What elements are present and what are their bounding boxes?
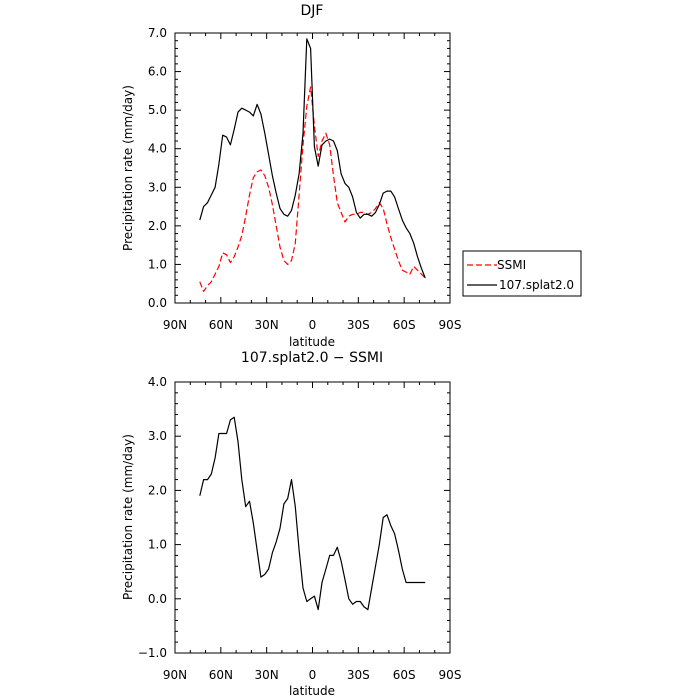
x-tick-label: 30S [347, 668, 370, 682]
series-lines [199, 38, 426, 292]
y-tick-label: 4.0 [148, 142, 167, 156]
y-axis-label: Precipitation rate (mm/day) [121, 434, 135, 600]
plot-frame [174, 381, 451, 654]
chart-title: 107.splat2.0 − SSMI [241, 350, 383, 366]
x-ticks: 90N 60N 30N 0 30S 60S 90S [163, 33, 462, 332]
series-line-ssmi [199, 86, 426, 292]
x-tick-label: 90N [163, 318, 187, 332]
plot-frame [174, 32, 451, 304]
y-tick-label: −1.0 [138, 646, 167, 660]
x-tick-label: 60N [209, 668, 233, 682]
x-tick-label: 90S [439, 668, 462, 682]
y-tick-label: 2.0 [148, 483, 167, 497]
x-tick-label: 60N [209, 318, 233, 332]
panel-difference: 107.splat2.0 − SSMI −1.00.01.02.03.04.0 … [121, 350, 461, 698]
series-line-difference-0 [199, 416, 426, 611]
y-tick-label: 4.0 [148, 375, 167, 389]
legend-label-ssmi: SSMI [497, 258, 526, 272]
x-ticks: 90N 60N 30N 0 30S 60S 90S [163, 382, 462, 682]
x-axis-label: latitude [289, 335, 335, 349]
y-tick-label: 5.0 [148, 103, 167, 117]
y-ticks: −1.0 0.0 1.0 2.0 3.0 4.0 [138, 375, 450, 660]
legend-label-107-splat2-0: 107.splat2.0 [499, 278, 574, 292]
x-tick-label: 30N [255, 318, 279, 332]
x-tick-label: 0 [309, 668, 317, 682]
series-line-107-splat2-0 [199, 38, 426, 279]
x-tick-label: 0 [309, 318, 317, 332]
x-tick-label: 90N [163, 668, 187, 682]
y-tick-label: 2.0 [148, 219, 167, 233]
y-tick-label: 0.0 [148, 296, 167, 310]
x-tick-label: 60S [393, 668, 416, 682]
x-axis-label: latitude [289, 684, 335, 698]
y-tick-label: 7.0 [148, 26, 167, 40]
y-tick-label: 6.0 [148, 65, 167, 79]
y-axis-label: Precipitation rate (mm/day) [121, 85, 135, 251]
y-tick-label: 3.0 [148, 429, 167, 443]
series-lines [199, 416, 426, 611]
x-tick-label: 30N [255, 668, 279, 682]
legend-box [462, 250, 582, 297]
x-tick-label: 60S [393, 318, 416, 332]
y-tick-label: 0.0 [148, 592, 167, 606]
y-tick-label: 1.0 [148, 538, 167, 552]
y-tick-label: 1.0 [148, 257, 167, 271]
legend: SSMI 107.splat2.0 [462, 250, 582, 297]
panel-djf: DJF 0.0 1.0 2.0 3.0 4.0 5.0 6.0 7.0 90N 60N 30N 0 3… [121, 3, 582, 349]
y-ticks: 0.0 1.0 2.0 3.0 4.0 5.0 6.0 7.0 [148, 26, 450, 310]
x-tick-label: 90S [439, 318, 462, 332]
chart-title: DJF [301, 3, 324, 19]
x-tick-label: 30S [347, 318, 370, 332]
y-tick-label: 3.0 [148, 180, 167, 194]
